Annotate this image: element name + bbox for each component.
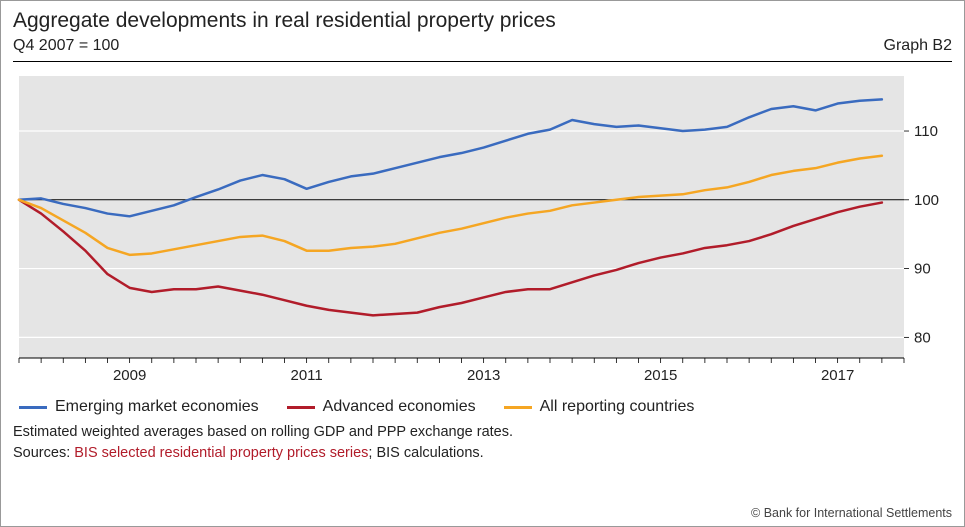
footnote-sources: Sources: BIS selected residential proper…: [13, 443, 952, 464]
legend-item: All reporting countries: [504, 398, 695, 416]
legend-swatch: [287, 406, 315, 409]
chart-subtitle-right: Graph B2: [884, 37, 952, 55]
legend-swatch: [19, 406, 47, 409]
legend-item: Emerging market economies: [19, 398, 259, 416]
legend-label: Emerging market economies: [55, 398, 259, 416]
svg-text:100: 100: [914, 192, 939, 209]
source-link[interactable]: BIS selected residential property prices…: [74, 445, 368, 461]
svg-text:2013: 2013: [467, 367, 500, 384]
svg-text:2015: 2015: [644, 367, 677, 384]
chart-title: Aggregate developments in real residenti…: [13, 9, 952, 33]
line-chart: 2009 2011 2013 2015 2017 80 90 100 110: [13, 62, 954, 392]
svg-text:2017: 2017: [821, 367, 854, 384]
footnote-methodology: Estimated weighted averages based on rol…: [13, 422, 952, 443]
svg-text:90: 90: [914, 261, 931, 278]
copyright-text: © Bank for International Settlements: [751, 506, 952, 520]
svg-text:110: 110: [914, 123, 938, 140]
svg-text:80: 80: [914, 329, 931, 346]
legend-label: All reporting countries: [540, 398, 695, 416]
chart-subtitle-left: Q4 2007 = 100: [13, 37, 119, 55]
chart-legend: Emerging market economies Advanced econom…: [13, 392, 952, 420]
svg-text:2011: 2011: [290, 367, 322, 384]
legend-swatch: [504, 406, 532, 409]
legend-label: Advanced economies: [323, 398, 476, 416]
svg-text:2009: 2009: [113, 367, 146, 384]
legend-item: Advanced economies: [287, 398, 476, 416]
